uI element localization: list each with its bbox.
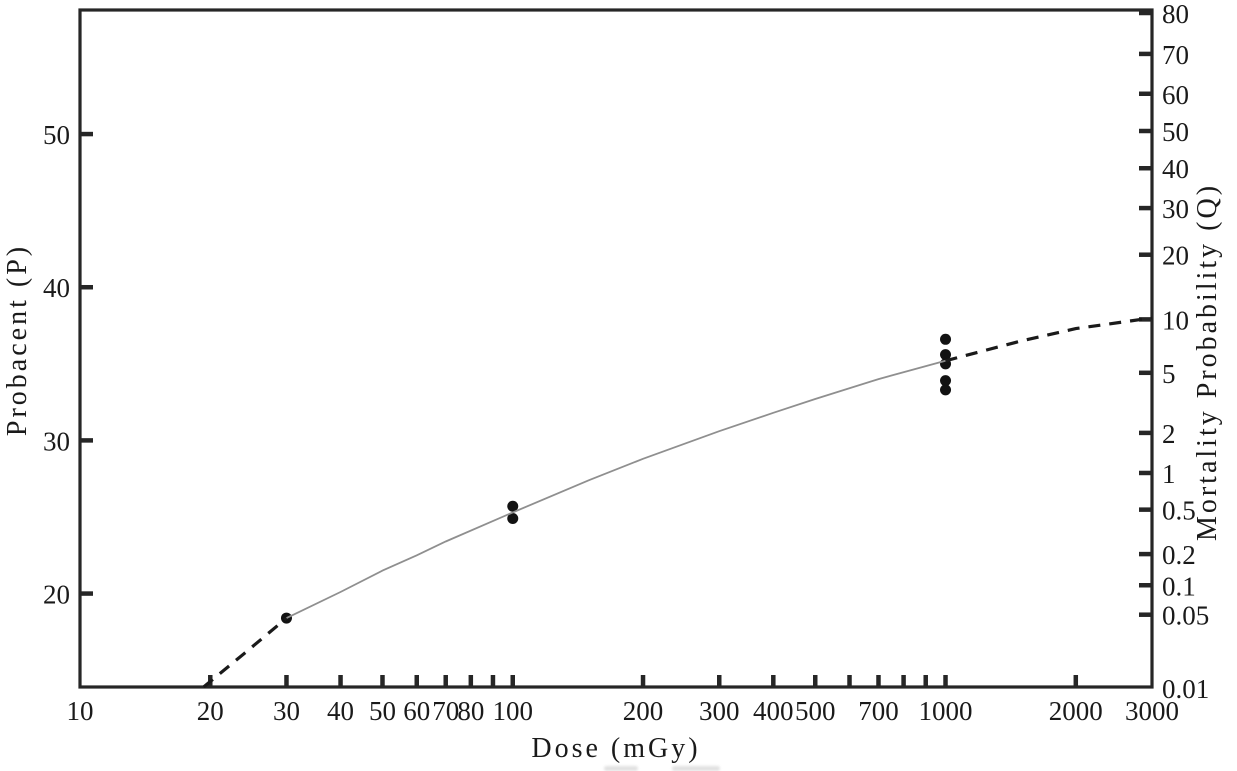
data-point (507, 513, 519, 525)
x-tick-label: 30 (273, 696, 300, 726)
x-tick-label: 60 (403, 696, 430, 726)
x-tick-label: 200 (623, 696, 664, 726)
y-left-tick-label: 40 (43, 273, 70, 303)
y-right-tick-label: 5 (1162, 359, 1176, 389)
y-right-tick-label: 10 (1162, 305, 1189, 335)
y-right-tick-label: 40 (1162, 154, 1189, 184)
cropped-caption-artifact (672, 766, 720, 771)
y-right-tick-label: 0.05 (1162, 601, 1209, 631)
x-tick-label: 70 (432, 696, 459, 726)
y-right-tick-label: 20 (1162, 241, 1189, 271)
y-left-tick-label: 30 (43, 426, 70, 456)
x-tick-label: 10 (67, 696, 94, 726)
y-right-tick-label: 60 (1162, 80, 1189, 110)
y-right-tick-label: 0.1 (1162, 571, 1196, 601)
x-tick-label: 100 (493, 696, 534, 726)
y-right-axis-title: Mortality Probability (Q) (1192, 183, 1223, 541)
y-left-tick-label: 50 (43, 120, 70, 150)
y-right-tick-label: 70 (1162, 40, 1189, 70)
x-tick-label: 3000 (1125, 696, 1179, 726)
extrapolation-dashed-right (945, 316, 1153, 363)
x-tick-label: 500 (795, 696, 836, 726)
y-left-axis-title: Probacent (P) (2, 244, 33, 436)
y-right-tick-label: 50 (1162, 117, 1189, 147)
x-tick-label: 20 (197, 696, 224, 726)
extrapolation-dashed-left (202, 616, 288, 689)
data-point (940, 333, 952, 345)
x-tick-label: 400 (753, 696, 794, 726)
y-right-tick-label: 0.5 (1162, 496, 1196, 526)
cropped-caption-artifact (604, 766, 638, 771)
x-tick-label: 40 (327, 696, 354, 726)
x-tick-label: 80 (457, 696, 484, 726)
x-tick-label: 50 (369, 696, 396, 726)
data-point (940, 384, 952, 396)
y-right-tick-label: 30 (1162, 194, 1189, 224)
x-tick-label: 2000 (1049, 696, 1103, 726)
data-point (940, 375, 952, 387)
data-point (280, 612, 292, 624)
x-axis-title: Dose (mGy) (531, 733, 700, 764)
fitted-curve-solid (286, 359, 946, 619)
plot-frame (78, 8, 1154, 689)
x-tick-label: 700 (858, 696, 899, 726)
x-tick-label: 1000 (919, 696, 973, 726)
x-tick-label: 300 (699, 696, 740, 726)
data-point (940, 349, 952, 361)
data-point (507, 500, 519, 512)
y-right-tick-label: 80 (1162, 0, 1189, 29)
y-right-tick-label: 1 (1162, 459, 1176, 489)
y-left-tick-label: 20 (43, 580, 70, 610)
y-right-tick-label: 0.2 (1162, 540, 1196, 570)
y-right-tick-label: 2 (1162, 419, 1176, 449)
y-right-tick-label: 0.01 (1162, 674, 1209, 704)
